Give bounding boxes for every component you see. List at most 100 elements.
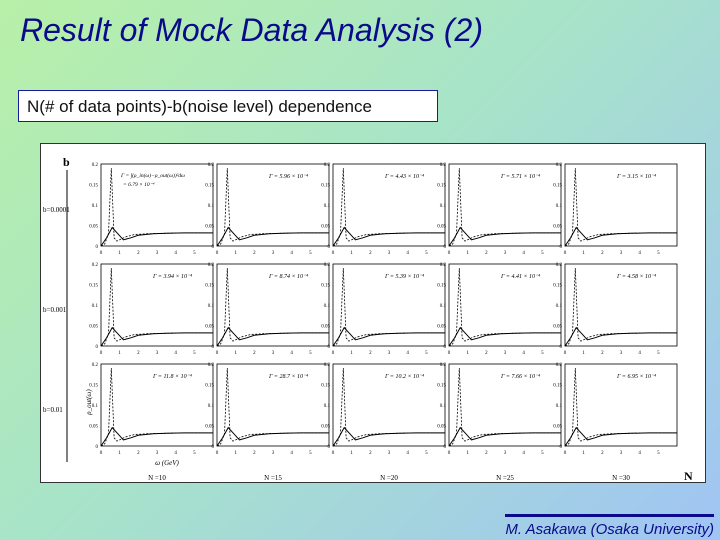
x-tick-label: 1 — [234, 451, 237, 456]
subplot-frame — [448, 163, 562, 247]
output-spectrum-line — [216, 326, 329, 347]
y-tick-label: 0.1 — [208, 204, 215, 209]
x-tick-label: 5 — [309, 251, 312, 256]
y-tick-label: 0.05 — [437, 325, 446, 330]
y-tick-label: 0.1 — [440, 304, 447, 309]
x-tick-label: 2 — [485, 251, 488, 256]
author-credit: M. Asakawa (Osaka University) — [505, 514, 714, 538]
x-tick-label: 1 — [118, 351, 121, 356]
y-tick-label: 0.2 — [92, 263, 99, 268]
gamma-formula: Γ = ∫(ρ_in(ω)−ρ_out(ω))²dω — [120, 172, 185, 179]
subplot-frame — [448, 363, 562, 447]
y-tick-label: 0 — [560, 445, 563, 450]
output-spectrum-line — [332, 226, 445, 247]
y-tick-label: 0.2 — [208, 263, 215, 268]
b-axis-label: b — [63, 155, 70, 169]
output-spectrum-line — [564, 226, 677, 247]
y-tick-label: 0.05 — [437, 425, 446, 430]
y-tick-label: 0.1 — [208, 304, 215, 309]
output-spectrum-line — [332, 426, 445, 447]
y-tick-label: 0 — [96, 445, 99, 450]
x-tick-label: 1 — [350, 451, 353, 456]
x-axis-label: ω (GeV) — [155, 459, 179, 467]
x-tick-label: 4 — [638, 351, 641, 356]
gamma-value: Γ = 8.74 × 10⁻⁴ — [268, 273, 308, 280]
y-tick-label: 0.2 — [92, 163, 99, 168]
x-tick-label: 1 — [118, 251, 121, 256]
y-tick-label: 0 — [560, 345, 563, 350]
x-tick-label: 3 — [272, 451, 275, 456]
subplot-frame — [448, 263, 562, 347]
y-tick-label: 0.2 — [556, 263, 563, 268]
y-tick-label: 0 — [328, 345, 331, 350]
x-tick-label: 3 — [620, 451, 623, 456]
x-tick-label: 2 — [253, 451, 256, 456]
subtitle-box: N(# of data points)-b(noise level) depen… — [18, 90, 438, 122]
x-tick-label: 1 — [234, 351, 237, 356]
y-tick-label: 0.1 — [440, 404, 447, 409]
x-tick-label: 1 — [350, 251, 353, 256]
subplot-frame — [332, 363, 446, 447]
y-tick-label: 0.1 — [92, 204, 99, 209]
x-tick-label: 0 — [100, 351, 103, 356]
x-tick-label: 4 — [174, 251, 177, 256]
y-tick-label: 0.05 — [89, 425, 98, 430]
output-spectrum-line — [564, 426, 677, 447]
n-axis-label: N — [684, 469, 693, 483]
subplot-frame — [332, 163, 446, 247]
gamma-value: Γ = 4.43 × 10⁻⁴ — [384, 173, 424, 180]
x-tick-label: 4 — [638, 251, 641, 256]
y-tick-label: 0 — [96, 345, 99, 350]
y-tick-label: 0.15 — [321, 284, 330, 289]
x-tick-label: 3 — [504, 351, 507, 356]
y-tick-label: 0 — [212, 445, 215, 450]
x-tick-label: 0 — [332, 351, 335, 356]
n-column-label: N =15 — [264, 474, 282, 482]
x-tick-label: 5 — [193, 351, 196, 356]
x-tick-label: 4 — [522, 251, 525, 256]
x-tick-label: 4 — [174, 351, 177, 356]
y-tick-label: 0.15 — [89, 284, 98, 289]
x-tick-label: 0 — [216, 351, 219, 356]
output-spectrum-line — [100, 426, 213, 447]
x-tick-label: 2 — [601, 451, 604, 456]
gamma-value: Γ = 3.15 × 10⁻⁴ — [616, 174, 656, 180]
y-tick-label: 0.15 — [205, 284, 214, 289]
x-tick-label: 0 — [448, 251, 451, 256]
x-tick-label: 4 — [406, 251, 409, 256]
x-tick-label: 2 — [369, 251, 372, 256]
b-row-label: b=0.01 — [43, 406, 63, 414]
x-tick-label: 3 — [272, 251, 275, 256]
x-tick-label: 3 — [156, 351, 159, 356]
y-tick-label: 0.1 — [324, 204, 331, 209]
y-tick-label: 0.1 — [324, 404, 331, 409]
y-tick-label: 0 — [444, 245, 447, 250]
output-spectrum-line — [448, 326, 561, 347]
x-tick-label: 5 — [657, 251, 660, 256]
x-tick-label: 5 — [193, 251, 196, 256]
x-tick-label: 0 — [448, 351, 451, 356]
y-tick-label: 0.05 — [321, 325, 330, 330]
gamma-value: Γ = 7.66 × 10⁻⁴ — [500, 374, 540, 380]
x-tick-label: 4 — [406, 451, 409, 456]
x-tick-label: 5 — [657, 351, 660, 356]
x-tick-label: 2 — [485, 451, 488, 456]
y-tick-label: 0.1 — [92, 404, 99, 409]
y-tick-label: 0 — [444, 345, 447, 350]
x-tick-label: 0 — [100, 451, 103, 456]
y-tick-label: 0.05 — [553, 225, 562, 230]
x-tick-label: 3 — [156, 451, 159, 456]
output-spectrum-line — [332, 326, 445, 347]
y-tick-label: 0.2 — [440, 163, 447, 168]
y-tick-label: 0.15 — [321, 184, 330, 189]
x-tick-label: 1 — [234, 251, 237, 256]
y-tick-label: 0 — [328, 445, 331, 450]
y-tick-label: 0.05 — [205, 325, 214, 330]
y-tick-label: 0.05 — [205, 425, 214, 430]
b-row-label: b=0.001 — [43, 306, 67, 314]
x-tick-label: 1 — [118, 451, 121, 456]
x-tick-label: 3 — [388, 351, 391, 356]
y-tick-label: 0.15 — [89, 184, 98, 189]
y-tick-label: 0 — [96, 245, 99, 250]
